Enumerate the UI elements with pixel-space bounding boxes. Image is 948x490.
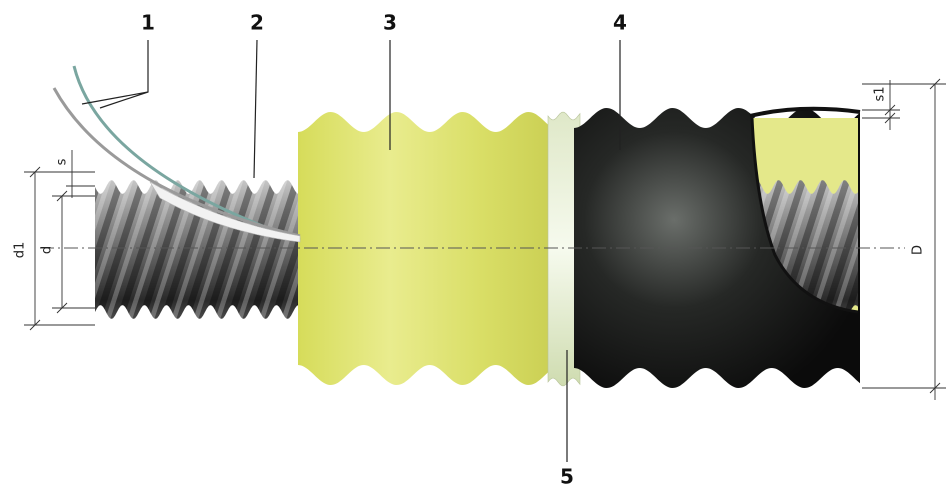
callout-label: 3 — [383, 11, 397, 35]
callout-label: 1 — [141, 11, 155, 35]
dim-label: d — [40, 246, 55, 254]
insulation — [298, 112, 560, 385]
pipe-diagram: 1 2 3 4 5 d1 d s s1 D — [0, 0, 948, 490]
leader-1 — [82, 40, 148, 108]
callout-label: 2 — [250, 11, 264, 35]
dim-d — [52, 191, 95, 313]
dim-label: d1 — [13, 242, 28, 259]
callout-label: 5 — [560, 465, 574, 489]
dim-D — [862, 79, 946, 400]
dim-d1 — [24, 167, 95, 330]
dim-label: s — [55, 158, 70, 165]
leader-2 — [254, 40, 257, 178]
dim-label: s1 — [873, 86, 888, 101]
dim-label: D — [911, 245, 926, 255]
inner-pipe — [95, 180, 300, 319]
dim-s — [66, 150, 95, 198]
callout-label: 4 — [613, 11, 627, 35]
